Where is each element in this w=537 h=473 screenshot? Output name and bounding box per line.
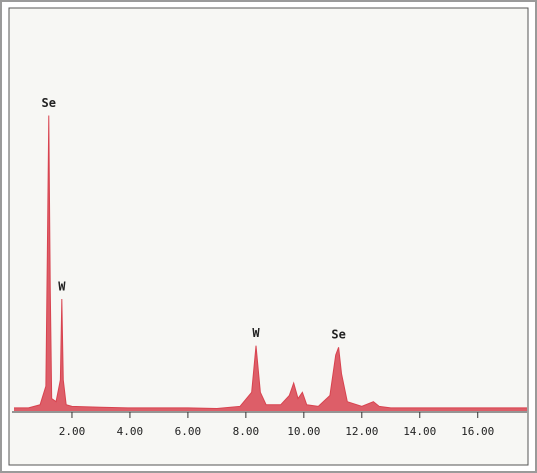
plot-frame	[8, 7, 529, 466]
x-tick-label: 14.00	[403, 425, 436, 438]
x-tick-label: 12.00	[345, 425, 378, 438]
x-tick-label: 10.00	[287, 425, 320, 438]
peak-label: W	[252, 326, 260, 340]
peak-label: W	[58, 280, 66, 294]
x-tick-label: 6.00	[175, 425, 202, 438]
x-tick-label: 8.00	[233, 425, 260, 438]
x-tick-label: 16.00	[461, 425, 494, 438]
x-tick-label: 2.00	[59, 425, 86, 438]
x-tick-label: 4.00	[117, 425, 144, 438]
peak-label: Se	[42, 96, 56, 110]
peak-label: Se	[331, 328, 345, 342]
spectrum-line	[14, 115, 527, 410]
